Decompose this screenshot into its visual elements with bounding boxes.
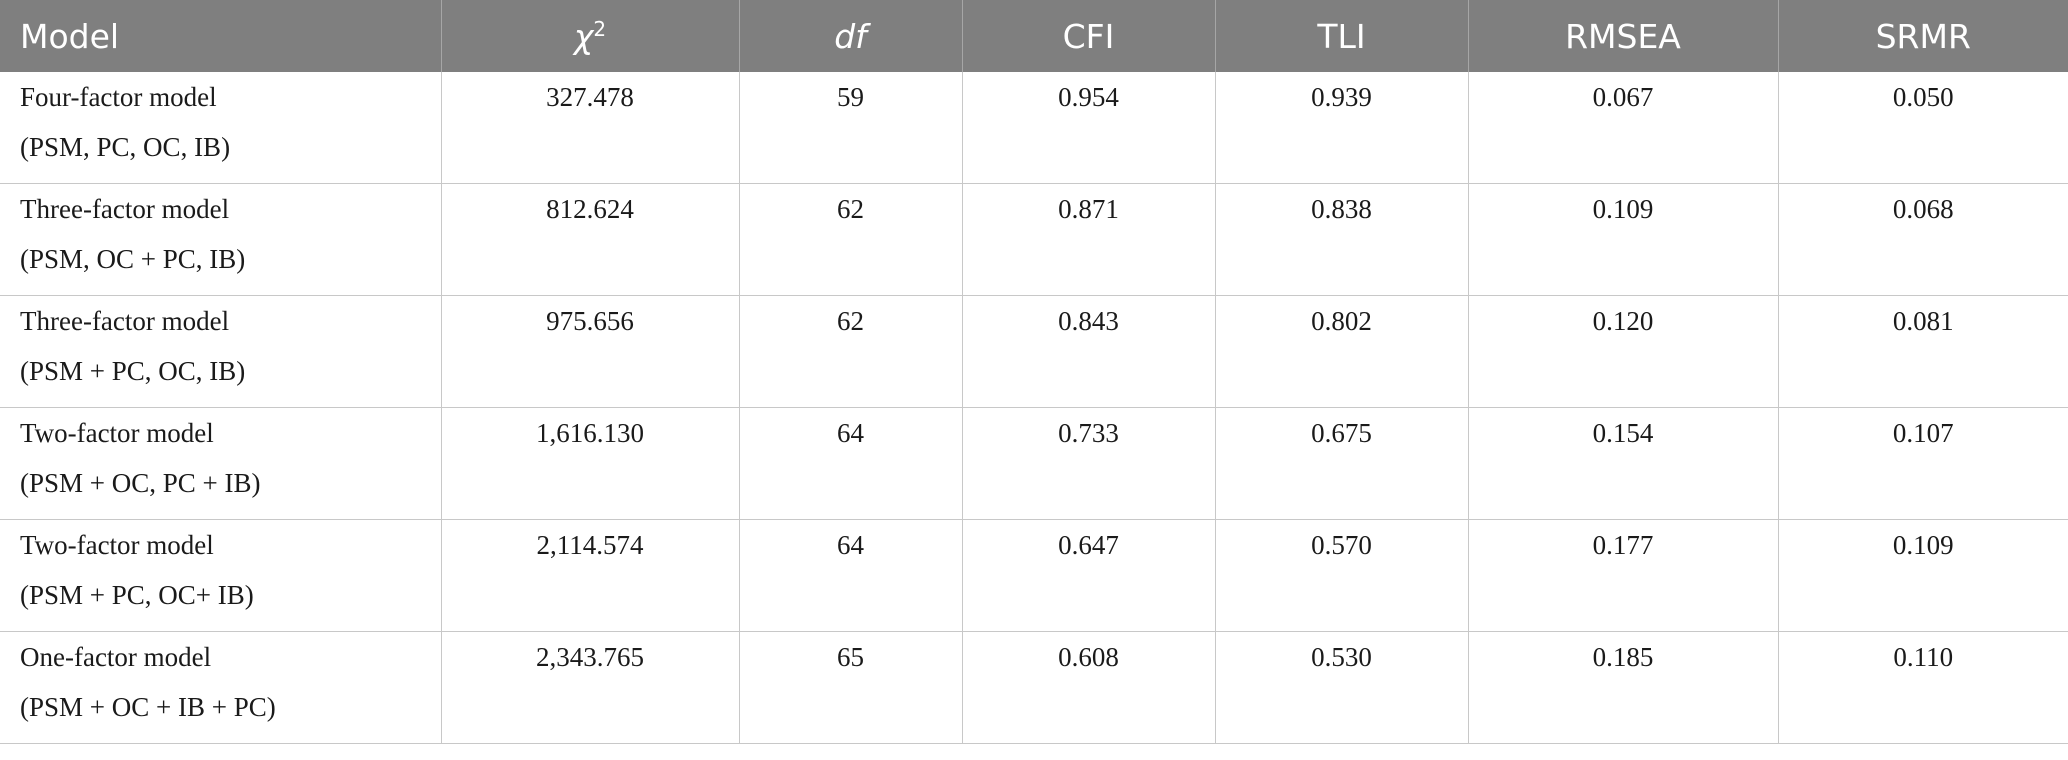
cell-df: 64: [739, 519, 963, 632]
header-srmr: SRMR: [1778, 0, 2068, 72]
header-model: Model: [0, 0, 442, 72]
model-name: One-factor model: [20, 642, 212, 672]
table-row: Three-factor model (PSM + PC, OC, IB) 975.…: [0, 295, 2068, 408]
cell-chi2: 1,616.130: [441, 407, 740, 520]
header-rmsea: RMSEA: [1468, 0, 1779, 72]
model-cell: Two-factor model (PSM + OC, PC + IB): [0, 407, 442, 520]
cell-rmsea: 0.185: [1468, 631, 1779, 744]
cell-df: 64: [739, 407, 963, 520]
cell-chi2: 2,114.574: [441, 519, 740, 632]
table-row: Four-factor model (PSM, PC, OC, IB) 327.47…: [0, 72, 2068, 184]
cell-df: 65: [739, 631, 963, 744]
cell-tli: 0.675: [1215, 407, 1469, 520]
cell-rmsea: 0.154: [1468, 407, 1779, 520]
cell-tli: 0.939: [1215, 72, 1469, 184]
table-body: Four-factor model (PSM, PC, OC, IB) 327.47…: [0, 72, 2068, 744]
model-cell: One-factor model (PSM + OC + IB + PC): [0, 631, 442, 744]
cell-srmr: 0.110: [1778, 631, 2068, 744]
cell-tli: 0.570: [1215, 519, 1469, 632]
model-cell: Three-factor model (PSM, OC + PC, IB): [0, 183, 442, 296]
table-row: One-factor model (PSM + OC + IB + PC) 2,34…: [0, 631, 2068, 744]
cell-df: 62: [739, 183, 963, 296]
cell-srmr: 0.081: [1778, 295, 2068, 408]
header-row: Model χ2 df CFI TLI RMSEA SRMR: [0, 0, 2068, 72]
model-factors: (PSM + OC + IB + PC): [20, 692, 276, 722]
model-factors: (PSM + PC, OC, IB): [20, 356, 246, 386]
model-factors: (PSM + PC, OC+ IB): [20, 580, 254, 610]
cell-rmsea: 0.109: [1468, 183, 1779, 296]
model-fit-table: Model χ2 df CFI TLI RMSEA SRMR Four-fact…: [0, 0, 2068, 744]
cell-rmsea: 0.177: [1468, 519, 1779, 632]
cell-df: 59: [739, 72, 963, 184]
model-cell: Two-factor model (PSM + PC, OC+ IB): [0, 519, 442, 632]
header-cfi: CFI: [962, 0, 1216, 72]
cell-cfi: 0.954: [962, 72, 1216, 184]
header-tli: TLI: [1215, 0, 1469, 72]
cell-srmr: 0.050: [1778, 72, 2068, 184]
cell-chi2: 327.478: [441, 72, 740, 184]
cell-rmsea: 0.067: [1468, 72, 1779, 184]
cell-srmr: 0.107: [1778, 407, 2068, 520]
cell-cfi: 0.733: [962, 407, 1216, 520]
model-factors: (PSM, OC + PC, IB): [20, 244, 246, 274]
cell-rmsea: 0.120: [1468, 295, 1779, 408]
cell-cfi: 0.843: [962, 295, 1216, 408]
cell-cfi: 0.647: [962, 519, 1216, 632]
model-name: Three-factor model: [20, 306, 230, 336]
model-cell: Three-factor model (PSM + PC, OC, IB): [0, 295, 442, 408]
cell-cfi: 0.871: [962, 183, 1216, 296]
chi-superscript: 2: [593, 16, 607, 41]
header-chi-square: χ2: [441, 0, 740, 72]
cell-cfi: 0.608: [962, 631, 1216, 744]
header-df-label: df: [834, 16, 867, 56]
model-name: Four-factor model: [20, 82, 217, 112]
cell-tli: 0.838: [1215, 183, 1469, 296]
cell-chi2: 812.624: [441, 183, 740, 296]
model-name: Two-factor model: [20, 530, 214, 560]
cell-df: 62: [739, 295, 963, 408]
model-name: Two-factor model: [20, 418, 214, 448]
cell-chi2: 2,343.765: [441, 631, 740, 744]
cell-srmr: 0.068: [1778, 183, 2068, 296]
chi-symbol: χ: [573, 16, 594, 56]
cell-srmr: 0.109: [1778, 519, 2068, 632]
model-factors: (PSM, PC, OC, IB): [20, 132, 231, 162]
cell-chi2: 975.656: [441, 295, 740, 408]
header-df: df: [739, 0, 963, 72]
table-row: Two-factor model (PSM + PC, OC+ IB) 2,114.…: [0, 519, 2068, 632]
model-cell: Four-factor model (PSM, PC, OC, IB): [0, 72, 442, 184]
table-row: Two-factor model (PSM + OC, PC + IB) 1,616…: [0, 407, 2068, 520]
cell-tli: 0.802: [1215, 295, 1469, 408]
cell-tli: 0.530: [1215, 631, 1469, 744]
table-row: Three-factor model (PSM, OC + PC, IB) 812.…: [0, 183, 2068, 296]
model-factors: (PSM + OC, PC + IB): [20, 468, 261, 498]
model-name: Three-factor model: [20, 194, 230, 224]
